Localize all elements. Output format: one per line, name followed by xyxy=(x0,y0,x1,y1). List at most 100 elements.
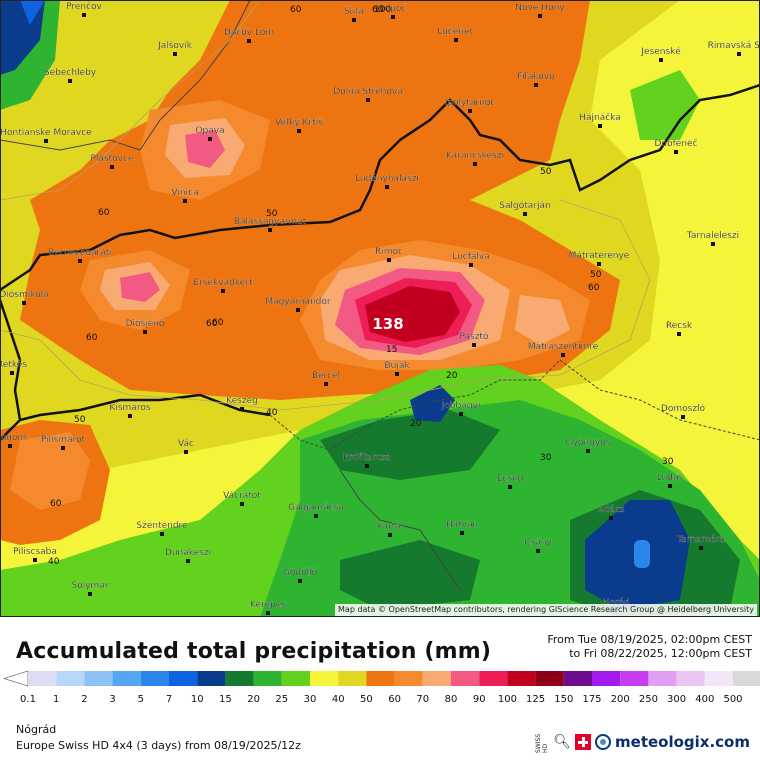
place-marker[interactable]: Adács xyxy=(597,505,625,520)
place-label: Kerepes xyxy=(250,600,286,610)
place-marker[interactable]: Diósjenő xyxy=(125,318,165,334)
place-label: Recsk xyxy=(666,321,693,331)
place-marker[interactable]: Salgótarján xyxy=(499,200,551,216)
place-label: Dobfeneč xyxy=(654,138,697,149)
place-marker[interactable]: Keszeg xyxy=(226,396,258,411)
place-marker[interactable]: Nové Hony xyxy=(515,2,565,18)
place-marker[interactable]: Bernecebaráti xyxy=(48,248,112,263)
place-label: Rimavská Seč xyxy=(708,40,760,51)
place-dot xyxy=(609,516,613,520)
place-marker[interactable]: Hajnáčka xyxy=(579,112,621,128)
place-marker[interactable]: Dolná Strehová xyxy=(333,87,403,102)
place-marker[interactable]: Vácrátót xyxy=(223,490,261,506)
contour-label: 60 xyxy=(86,333,98,343)
place-marker[interactable]: Jobbágyi xyxy=(441,401,481,416)
place-dot xyxy=(160,532,164,536)
place-marker[interactable]: Diósmikola xyxy=(0,289,49,305)
place-marker[interactable]: Ipolytarnóc xyxy=(445,97,495,113)
place-marker[interactable]: Plášťovce xyxy=(90,153,134,169)
place-marker[interactable]: Gödöllő xyxy=(283,568,318,583)
place-marker[interactable]: Csány xyxy=(524,538,553,553)
place-marker[interactable]: Kismaros xyxy=(109,403,151,418)
place-marker[interactable]: Mátraszentimre xyxy=(528,342,599,357)
search-icon[interactable]: 🔍︎ xyxy=(553,734,572,750)
place-marker[interactable]: Magyarnándor xyxy=(265,297,331,312)
place-marker[interactable]: Kerepes xyxy=(250,600,286,615)
place-marker[interactable]: Pilismarót xyxy=(41,434,86,450)
place-marker[interactable]: Piliscsaba xyxy=(13,547,57,562)
place-marker[interactable]: Ecsed xyxy=(497,474,524,489)
place-label: Gyöngyös xyxy=(566,438,611,448)
place-marker[interactable]: Lupoč xyxy=(379,3,407,19)
place-marker[interactable]: Vác xyxy=(178,439,194,454)
legend-tick-label: 300 xyxy=(667,694,686,705)
brand-bar[interactable]: SWISS HD 🔍︎ meteologix.com xyxy=(535,731,750,753)
place-dot xyxy=(668,484,672,488)
place-marker[interactable]: Bercel xyxy=(312,371,340,386)
legend-tick-label: 100 xyxy=(498,694,517,705)
place-marker[interactable]: Balassagyarmat xyxy=(234,217,307,232)
place-label: Veľký Krtíš xyxy=(275,117,323,128)
place-marker[interactable]: Šuľa xyxy=(344,5,364,22)
place-dot xyxy=(586,449,590,453)
place-marker[interactable]: Lucfalva xyxy=(452,252,490,267)
place-dot xyxy=(296,308,300,312)
place-marker[interactable]: Ludas xyxy=(657,473,684,488)
place-marker[interactable]: Erdőtarcsa xyxy=(343,453,391,468)
place-marker[interactable]: Opava xyxy=(195,126,225,141)
place-label: Érsekvadkert xyxy=(193,276,253,288)
place-marker[interactable]: Bujak xyxy=(384,361,410,376)
place-marker[interactable]: Jalšovík xyxy=(157,40,193,56)
field-100 xyxy=(365,286,460,342)
place-marker[interactable]: Dunakeszi xyxy=(165,548,211,563)
place-marker[interactable]: Galgamácsa xyxy=(288,503,344,518)
place-marker[interactable]: Gogom xyxy=(0,433,26,448)
place-marker[interactable]: Hatvan xyxy=(446,520,478,535)
place-label: Szentendre xyxy=(136,521,188,531)
place-marker[interactable]: Jesenské xyxy=(640,46,681,62)
place-marker[interactable]: Dačov Lom xyxy=(224,27,274,43)
place-marker[interactable]: Domoszló xyxy=(661,403,706,419)
place-marker[interactable]: Dobfeneč xyxy=(654,138,698,154)
place-marker[interactable]: Mátraterenye xyxy=(568,251,630,266)
place-marker[interactable]: Tarnaleleszi xyxy=(686,231,739,246)
place-dot xyxy=(240,502,244,506)
place-dot xyxy=(454,38,458,42)
contour-label: 50 xyxy=(540,167,552,177)
place-marker[interactable]: Solymár xyxy=(71,581,109,596)
place-dot xyxy=(365,464,369,468)
place-dot xyxy=(88,592,92,596)
place-marker[interactable]: Vinica xyxy=(171,188,199,203)
place-marker[interactable]: Ludányhalászi xyxy=(355,174,419,189)
place-marker[interactable]: Hontianske Moravce xyxy=(0,128,92,143)
brand-name[interactable]: meteologix.com xyxy=(615,733,750,751)
precipitation-map[interactable]: Prenčov Šuľa Lupoč Nové Hony Dačov Lom Lučene… xyxy=(0,0,760,617)
legend-swatch xyxy=(338,671,367,686)
place-marker[interactable]: Recsk xyxy=(666,321,693,336)
place-marker[interactable]: Szentendre xyxy=(136,521,188,536)
place-marker[interactable]: Fiľakovo xyxy=(517,72,555,87)
place-marker[interactable]: Gyöngyös xyxy=(565,438,611,453)
place-marker[interactable]: Lučenec xyxy=(437,26,475,42)
place-marker[interactable]: Retkés xyxy=(0,359,27,375)
place-label: Bujak xyxy=(384,361,410,371)
place-marker[interactable]: Rimóc xyxy=(375,246,403,262)
place-marker[interactable]: Rimavská Seč xyxy=(708,40,760,56)
place-label: Vinica xyxy=(171,188,198,198)
place-marker[interactable]: Veľký Krtíš xyxy=(275,117,323,133)
place-marker[interactable]: Sebechleby xyxy=(44,68,97,83)
region-name: Nógrád xyxy=(16,723,57,736)
place-label: Jobbágyi xyxy=(441,401,481,411)
place-label: Jesenské xyxy=(640,46,681,57)
place-label: Tarnaméra xyxy=(676,534,725,545)
place-marker[interactable]: Prenčov xyxy=(66,1,103,17)
place-label: Hatvan xyxy=(446,520,478,530)
place-label: Fiľakovo xyxy=(517,72,555,82)
place-dot xyxy=(473,162,477,166)
place-marker[interactable]: Kartal xyxy=(377,522,404,537)
place-marker[interactable]: Tarnaméra xyxy=(676,534,725,550)
place-marker[interactable]: Karancskeszi xyxy=(446,151,504,166)
place-marker[interactable]: Érsekvadkert xyxy=(193,276,253,293)
place-marker[interactable]: Pásztó xyxy=(459,331,489,347)
contour-label: 60 xyxy=(206,319,218,329)
